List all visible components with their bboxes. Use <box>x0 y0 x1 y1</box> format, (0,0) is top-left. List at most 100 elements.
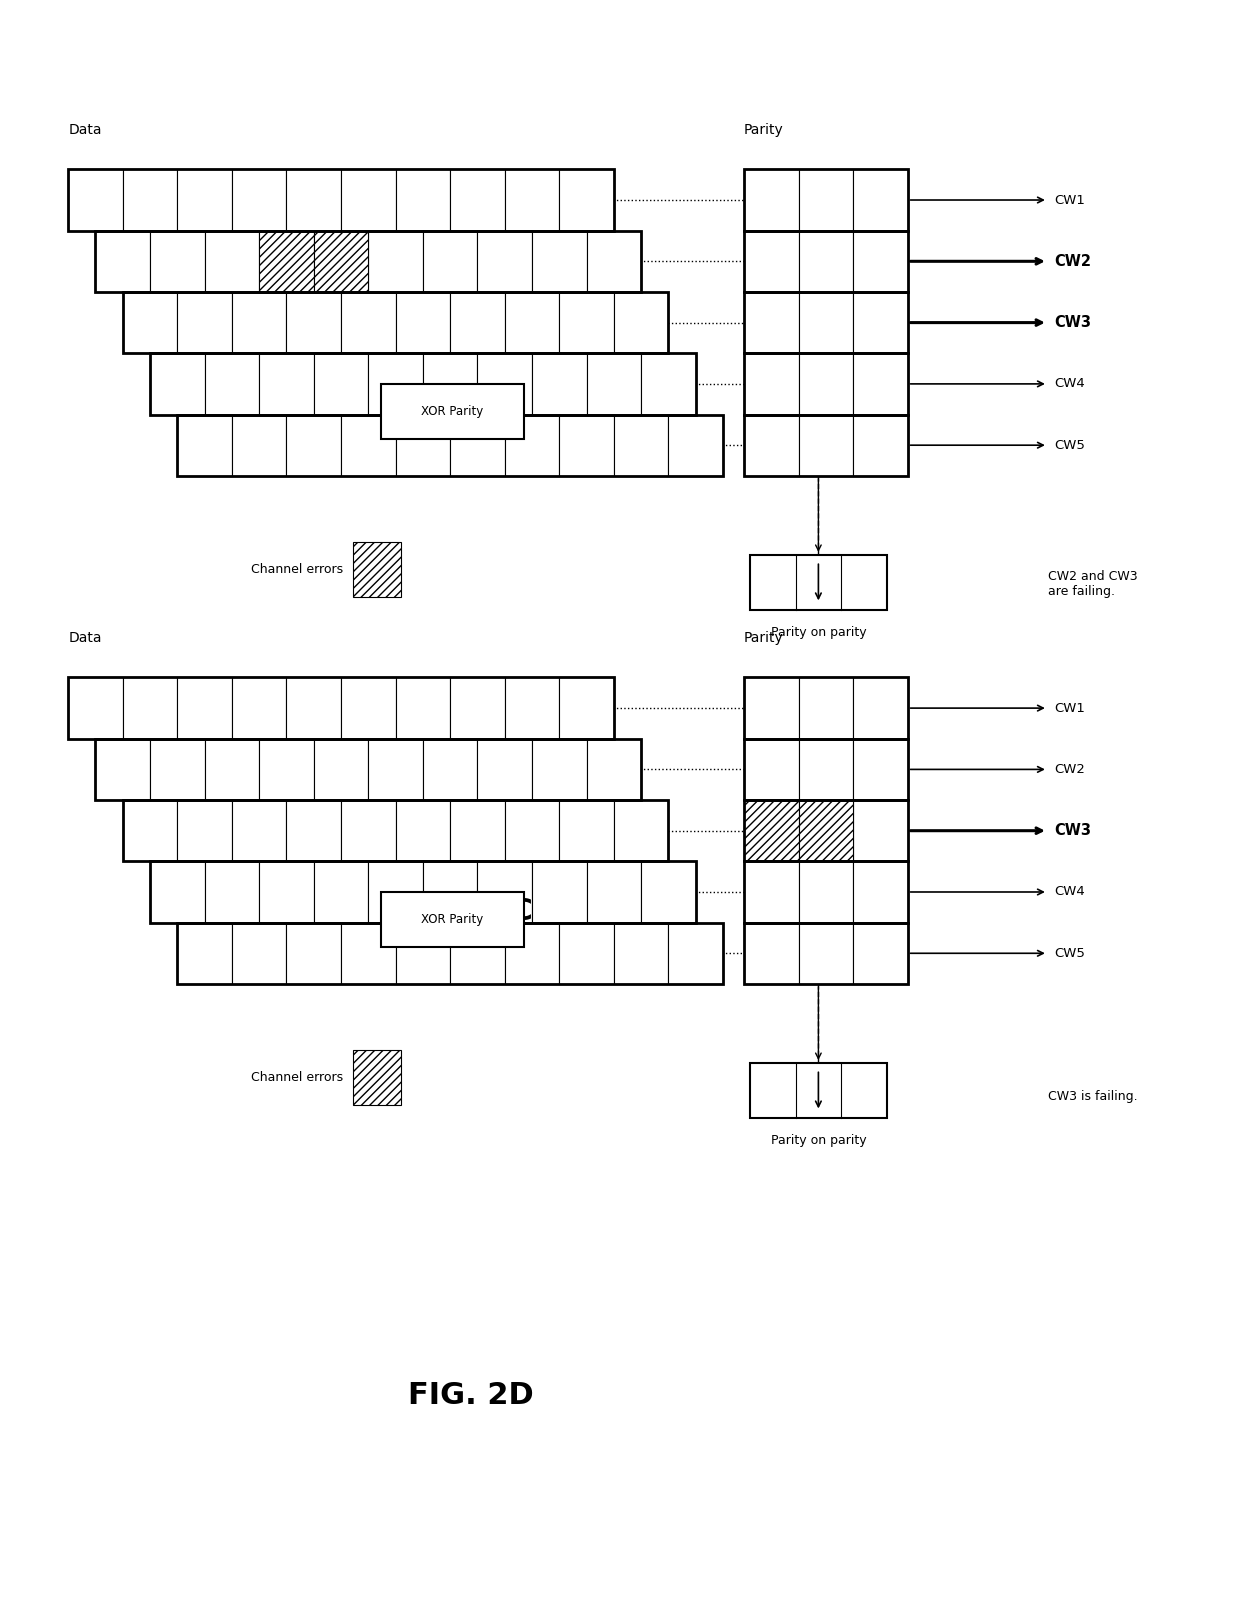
Bar <box>259 231 314 292</box>
Bar <box>123 677 177 739</box>
Bar <box>744 861 908 923</box>
Text: CW1: CW1 <box>1054 702 1085 715</box>
Text: CW1: CW1 <box>1054 194 1085 206</box>
Text: CW5: CW5 <box>1054 439 1085 452</box>
Bar <box>286 169 341 231</box>
Bar <box>614 292 668 353</box>
Bar <box>396 169 450 231</box>
Bar <box>177 415 723 476</box>
Bar <box>205 861 259 923</box>
Text: Data: Data <box>68 123 102 137</box>
Bar <box>341 169 396 231</box>
Bar <box>799 231 853 292</box>
Bar <box>532 231 587 292</box>
Bar <box>744 231 908 292</box>
Bar <box>477 739 532 800</box>
Bar <box>423 231 477 292</box>
Bar <box>232 800 286 861</box>
Bar <box>353 1050 401 1105</box>
Bar <box>177 415 232 476</box>
Bar <box>853 923 908 984</box>
Bar <box>232 415 286 476</box>
Bar <box>177 677 232 739</box>
Bar <box>286 415 341 476</box>
Bar <box>95 231 150 292</box>
Text: XOR Parity: XOR Parity <box>422 913 484 926</box>
Bar <box>368 861 423 923</box>
Bar <box>177 923 232 984</box>
Bar <box>853 677 908 739</box>
Bar <box>205 353 259 415</box>
Bar <box>150 231 205 292</box>
Bar <box>853 231 908 292</box>
Text: CW3 is failing.: CW3 is failing. <box>1048 1090 1137 1103</box>
Bar <box>150 353 696 415</box>
Bar <box>314 861 368 923</box>
Bar <box>744 923 908 984</box>
Text: FIG. 2C: FIG. 2C <box>409 897 533 926</box>
Text: Data: Data <box>68 631 102 645</box>
Bar <box>744 169 908 231</box>
Bar <box>450 169 505 231</box>
Bar <box>450 923 505 984</box>
Bar <box>505 923 559 984</box>
Text: CW2: CW2 <box>1054 763 1085 776</box>
Bar <box>744 739 908 800</box>
Bar <box>744 292 799 353</box>
Bar <box>744 353 799 415</box>
Bar <box>853 415 908 476</box>
Bar <box>477 861 532 923</box>
Bar <box>259 353 314 415</box>
Bar <box>853 861 908 923</box>
Bar <box>853 292 908 353</box>
Bar <box>853 353 908 415</box>
Text: XOR Parity: XOR Parity <box>422 405 484 418</box>
Bar <box>286 677 341 739</box>
Bar <box>341 677 396 739</box>
Bar <box>799 292 853 353</box>
Bar <box>68 677 123 739</box>
Bar <box>341 415 396 476</box>
Bar <box>744 415 799 476</box>
Bar <box>68 169 614 231</box>
Bar <box>799 800 853 861</box>
Bar <box>668 415 723 476</box>
Text: Channel errors: Channel errors <box>252 1071 343 1084</box>
Bar <box>477 231 532 292</box>
Bar <box>532 861 587 923</box>
Bar <box>259 739 314 800</box>
Bar <box>587 353 641 415</box>
Bar <box>341 292 396 353</box>
Text: CW2 and CW3
are failing.: CW2 and CW3 are failing. <box>1048 569 1137 598</box>
Bar <box>123 800 177 861</box>
Bar <box>396 677 450 739</box>
Bar <box>799 923 853 984</box>
Bar <box>744 923 799 984</box>
Bar <box>450 677 505 739</box>
Text: CW3: CW3 <box>1054 315 1091 331</box>
Bar <box>95 739 641 800</box>
Text: CW4: CW4 <box>1054 886 1085 898</box>
Bar <box>614 800 668 861</box>
Bar <box>799 353 853 415</box>
Text: Channel errors: Channel errors <box>252 563 343 576</box>
Bar <box>744 800 908 861</box>
Bar <box>123 292 668 353</box>
Text: CW4: CW4 <box>1054 377 1085 390</box>
Bar <box>314 231 368 292</box>
Bar <box>559 923 614 984</box>
Bar <box>559 800 614 861</box>
Bar <box>532 739 587 800</box>
Bar <box>853 739 908 800</box>
Bar <box>314 739 368 800</box>
Bar <box>341 800 396 861</box>
Bar <box>205 231 259 292</box>
Bar <box>505 415 559 476</box>
Bar <box>744 415 908 476</box>
Bar <box>587 231 641 292</box>
Bar <box>286 923 341 984</box>
Bar <box>668 923 723 984</box>
Bar <box>799 415 853 476</box>
Text: Parity on parity: Parity on parity <box>770 626 867 639</box>
Bar <box>232 292 286 353</box>
